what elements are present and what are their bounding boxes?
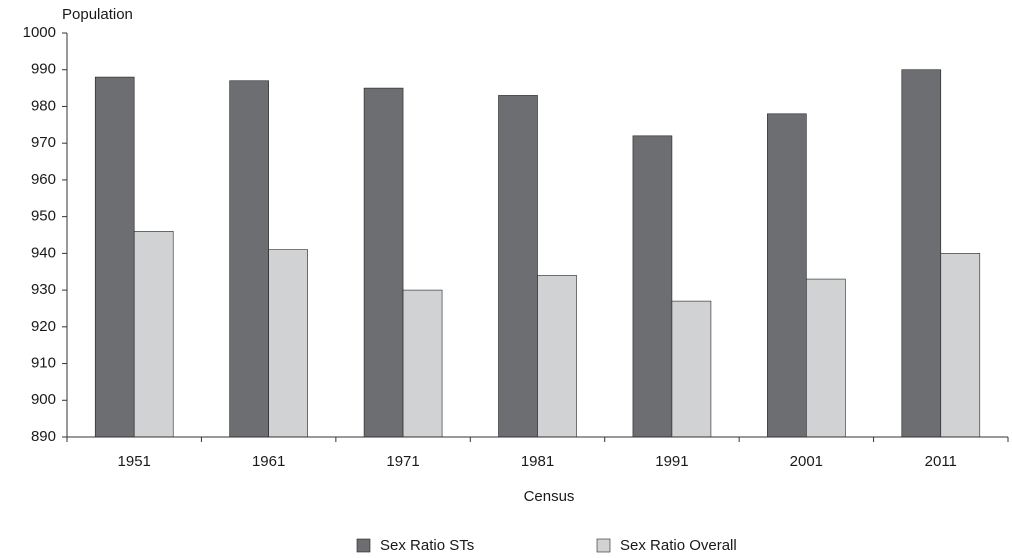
x-tick-label: 1951 — [118, 453, 151, 470]
bar — [767, 113, 807, 438]
x-tick-label: 1971 — [386, 453, 419, 470]
y-tick-label: 990 — [31, 61, 56, 78]
bar — [537, 275, 577, 438]
y-tick-label: 910 — [31, 355, 56, 372]
x-tick-label: 2011 — [925, 453, 957, 470]
y-axis-title: Population — [62, 6, 133, 23]
y-tick-label: 890 — [31, 428, 56, 445]
bar — [806, 278, 846, 438]
x-axis-title: Census — [524, 488, 575, 505]
y-tick-label: 930 — [31, 281, 56, 298]
x-tick-label: 1981 — [521, 453, 554, 470]
bar — [402, 289, 443, 438]
legend-swatch — [356, 538, 371, 553]
bar — [229, 80, 269, 438]
x-tick-label: 1961 — [252, 453, 285, 470]
x-tick-label: 1991 — [655, 453, 688, 470]
y-tick-label: 950 — [31, 208, 56, 225]
bar — [632, 135, 673, 438]
y-tick-label: 970 — [31, 134, 56, 151]
bar — [671, 300, 712, 438]
y-tick-label: 900 — [31, 391, 56, 408]
y-tick-label: 980 — [31, 97, 56, 114]
y-tick-label: 920 — [31, 318, 56, 335]
y-tick-label: 1000 — [23, 24, 56, 41]
legend-label: Sex Ratio Overall — [620, 537, 737, 554]
bar — [268, 249, 308, 438]
bar — [363, 87, 404, 438]
bar — [94, 76, 135, 438]
bar — [940, 253, 981, 438]
bar — [901, 69, 942, 438]
y-tick-label: 940 — [31, 244, 56, 261]
x-tick-label: 2001 — [790, 453, 823, 470]
y-tick-label: 960 — [31, 171, 56, 188]
bar — [133, 231, 174, 438]
bar — [498, 95, 538, 438]
legend-swatch — [596, 538, 611, 553]
legend-label: Sex Ratio STs — [380, 537, 474, 554]
